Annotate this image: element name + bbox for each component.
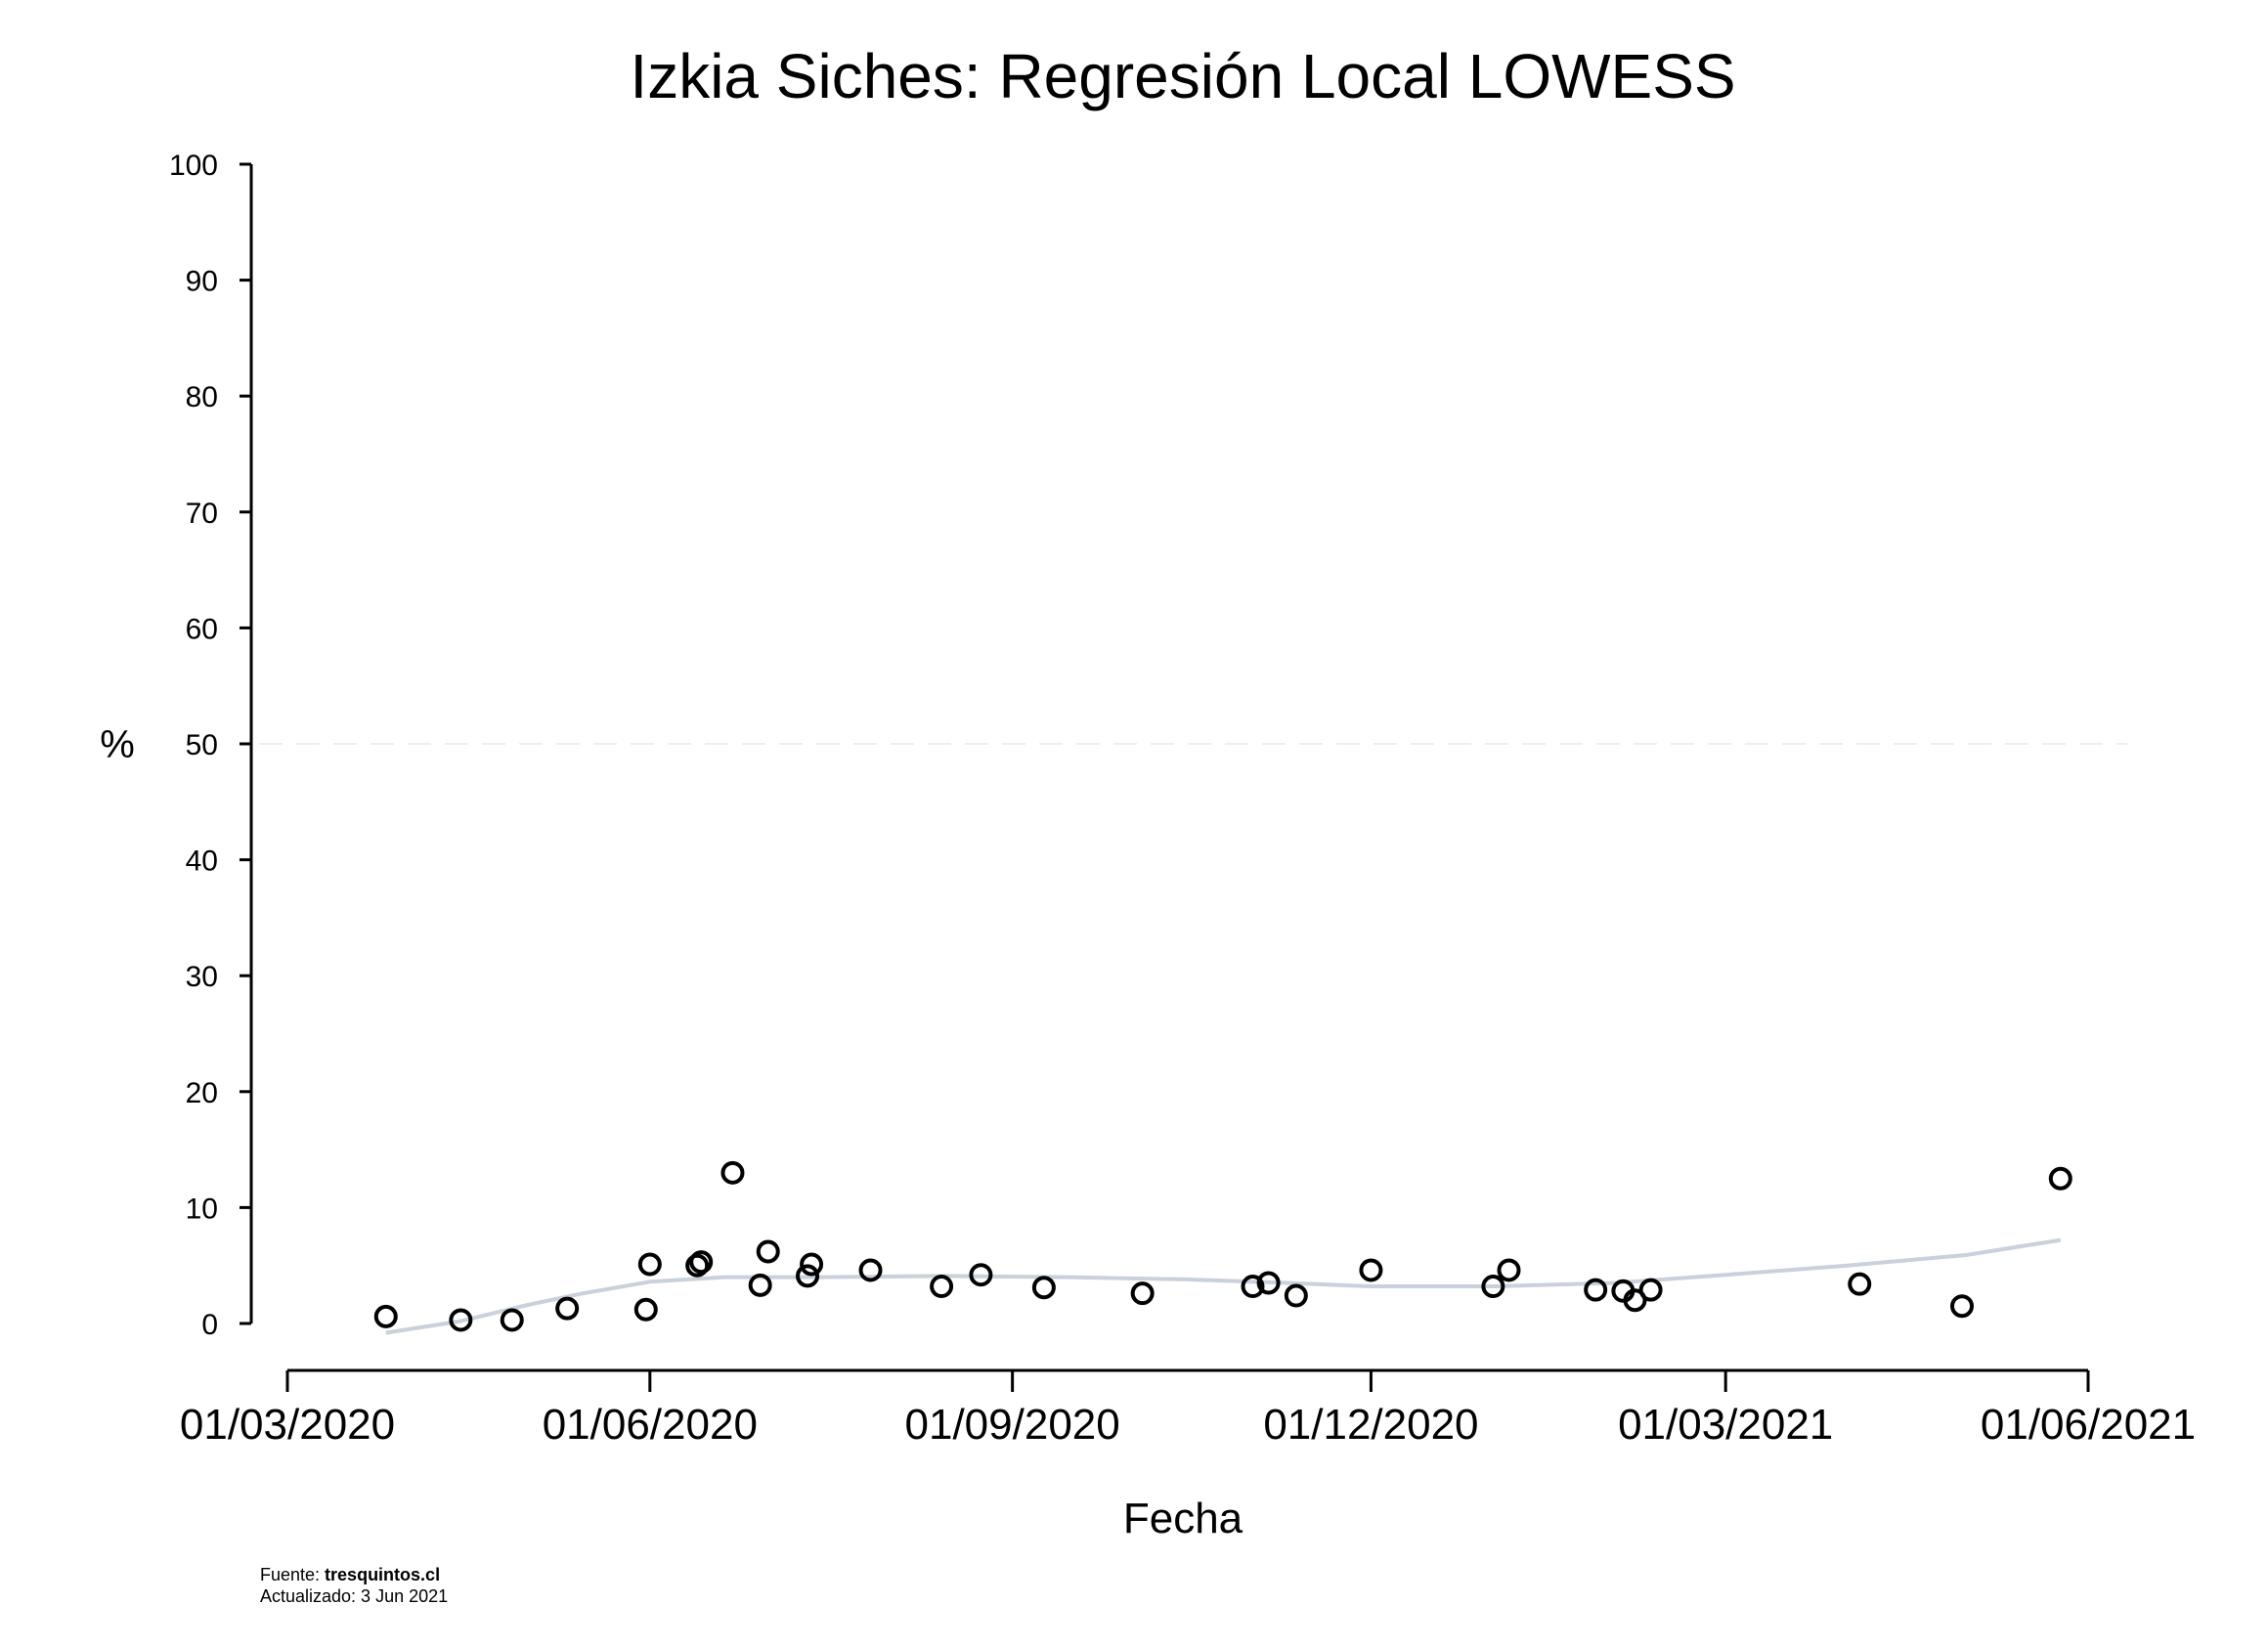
y-tick-label: 40 <box>186 846 218 878</box>
y-ticks: 0 10 20 30 40 50 60 70 80 90 100 <box>169 150 251 1341</box>
data-point <box>748 1273 772 1297</box>
data-point <box>1031 1276 1056 1300</box>
y-tick-label: 100 <box>169 150 218 182</box>
data-point <box>637 1252 662 1277</box>
y-tick-label: 80 <box>186 381 218 413</box>
y-tick-label: 20 <box>186 1077 218 1109</box>
data-point <box>500 1308 524 1332</box>
lowess-curve <box>385 1237 2062 1335</box>
y-tick-label: 0 <box>201 1309 218 1341</box>
x-tick-label: 01/06/2021 <box>1981 1401 2196 1449</box>
data-point <box>1130 1281 1155 1306</box>
data-point <box>2048 1166 2072 1191</box>
data-point <box>1241 1275 1265 1299</box>
y-tick-label: 60 <box>186 613 218 645</box>
updated-date: Actualizado: 3 Jun 2021 <box>260 1586 449 1606</box>
x-axis-label: Fecha <box>1123 1495 1243 1542</box>
x-ticks: 01/03/2020 01/06/2020 01/09/2020 01/12/2020… <box>180 1370 2196 1449</box>
data-point <box>756 1239 780 1264</box>
y-axis-label: % <box>100 723 135 766</box>
x-tick-label: 01/03/2020 <box>180 1401 395 1449</box>
data-point <box>1584 1278 1608 1302</box>
data-point <box>1950 1294 1975 1319</box>
data-point <box>858 1258 883 1282</box>
scatter-points <box>373 1160 2072 1332</box>
data-point <box>1256 1271 1281 1295</box>
y-tick-label: 50 <box>186 729 218 761</box>
data-point <box>1359 1258 1383 1282</box>
data-point <box>1638 1278 1663 1302</box>
data-point <box>633 1297 658 1322</box>
data-point <box>555 1296 580 1321</box>
data-point <box>796 1264 820 1288</box>
data-point <box>1284 1283 1308 1308</box>
source-label: Fuente: <box>260 1565 326 1584</box>
source-note: Fuente: tresquintos.cl Actualizado: 3 Ju… <box>260 1564 448 1607</box>
x-tick-label: 01/09/2020 <box>905 1401 1120 1449</box>
y-tick-label: 30 <box>186 961 218 993</box>
x-tick-label: 01/12/2020 <box>1263 1401 1478 1449</box>
y-tick-label: 70 <box>186 498 218 530</box>
data-point <box>373 1304 398 1328</box>
y-tick-label: 10 <box>186 1193 218 1225</box>
data-point <box>1623 1288 1647 1313</box>
x-tick-label: 01/06/2020 <box>543 1401 758 1449</box>
x-tick-label: 01/03/2021 <box>1618 1401 1833 1449</box>
data-point <box>720 1160 745 1185</box>
data-point <box>800 1252 824 1277</box>
lowess-curve-group <box>385 1237 2062 1335</box>
data-point <box>1481 1275 1505 1299</box>
chart-title: Izkia Siches: Regresión Local LOWESS <box>630 41 1735 111</box>
data-point <box>689 1250 714 1275</box>
data-point <box>449 1308 473 1332</box>
source-name: tresquintos.cl <box>325 1565 441 1584</box>
data-point <box>685 1253 710 1278</box>
y-tick-label: 90 <box>186 266 218 298</box>
data-point <box>969 1263 993 1287</box>
data-point <box>1848 1272 1872 1296</box>
data-point <box>1497 1258 1521 1282</box>
data-point <box>930 1275 954 1299</box>
